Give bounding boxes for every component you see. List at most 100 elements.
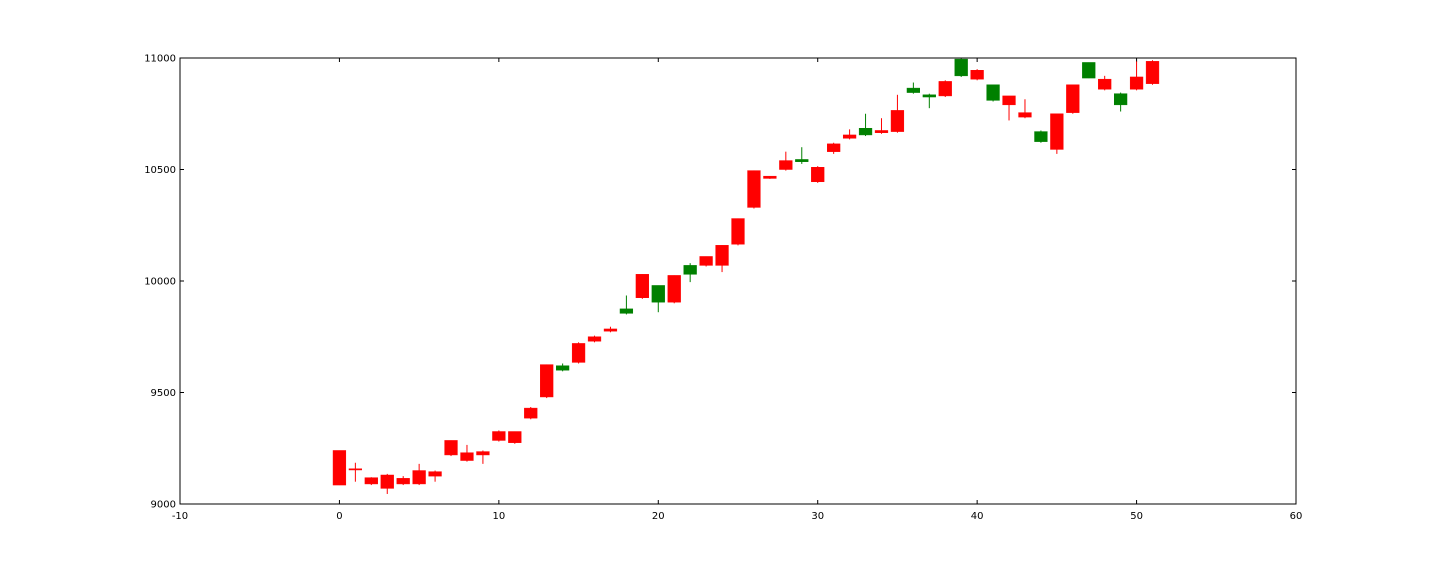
candle-body-down [683, 265, 697, 275]
candle-body-up [715, 245, 729, 266]
candle-body-up [811, 167, 825, 183]
candle [842, 129, 857, 140]
candle [683, 263, 697, 283]
candle-body-up [412, 470, 426, 485]
candle [747, 170, 761, 209]
candle [396, 476, 410, 486]
candle [428, 470, 442, 482]
candle-body-up [667, 275, 681, 303]
candle-body-up [524, 407, 538, 419]
candle [651, 285, 665, 313]
candle-body-up [508, 431, 522, 443]
y-tick-label: 10000 [144, 277, 176, 288]
candle-body-up [492, 431, 506, 441]
candle-body-up [635, 274, 649, 298]
candle [906, 82, 920, 94]
y-tick-label: 10500 [144, 165, 176, 176]
candle-body-up [1145, 61, 1160, 84]
candle-body-up [396, 478, 410, 485]
candle-body-down [1114, 93, 1128, 106]
x-tick-label: 50 [1130, 511, 1143, 522]
candles [332, 58, 1160, 494]
candle-body-up [1129, 76, 1144, 90]
candle-body-up [731, 218, 745, 245]
candle-body-up [1098, 78, 1112, 90]
candle [1066, 84, 1080, 114]
tick-labels: -10 0 10 20 30 40 50 60 9000 9500 10000 10500 11000 [144, 54, 1302, 523]
candle-body-up [1002, 95, 1016, 106]
candle [619, 295, 634, 315]
candle [412, 463, 426, 486]
candle-body-up [747, 170, 761, 208]
candle-body-up [587, 336, 602, 342]
candle [348, 462, 362, 482]
candle-body-up [476, 451, 490, 456]
candle [1002, 95, 1016, 121]
candle [571, 342, 586, 364]
candle-body-down [795, 159, 809, 162]
candle [922, 93, 936, 109]
candle [444, 440, 458, 457]
candle-body-up [938, 81, 952, 97]
x-tick-label: 30 [811, 511, 824, 522]
candle [1018, 99, 1032, 119]
candle [938, 80, 952, 98]
candle [540, 364, 554, 399]
y-tick-label: 9000 [151, 500, 176, 511]
candle [603, 326, 618, 333]
candle [1145, 60, 1160, 85]
candle-body-up [348, 468, 362, 471]
candle [508, 431, 522, 444]
x-tick-label: 0 [336, 511, 342, 522]
candle [970, 69, 984, 81]
y-tick-label: 11000 [144, 54, 176, 65]
candle [476, 450, 490, 464]
candle [364, 477, 378, 486]
candle-body-down [906, 87, 920, 93]
candle-body-down [954, 58, 968, 77]
candle-body-up [460, 452, 474, 461]
x-tick-label: 40 [971, 511, 984, 522]
candle-body-up [603, 328, 618, 332]
candle [811, 166, 825, 183]
candle [524, 406, 538, 420]
candle-body-up [970, 70, 984, 80]
candle [460, 444, 474, 462]
candle [1129, 61, 1144, 91]
candle-body-up [827, 143, 841, 152]
candle [492, 430, 506, 442]
candle [715, 245, 729, 273]
candle [1114, 92, 1128, 112]
candle-body-down [986, 84, 1000, 101]
candle [1050, 113, 1064, 154]
candle-body-up [842, 134, 857, 139]
candle-body-up [890, 110, 905, 132]
candle-body-down [1082, 62, 1096, 79]
candle [731, 218, 745, 246]
x-tick-label: 60 [1290, 511, 1303, 522]
candle-body-down [651, 285, 665, 303]
candle [667, 275, 681, 304]
candle-body-up [1050, 113, 1064, 150]
candle [890, 94, 905, 133]
candle [587, 335, 602, 343]
candle [874, 118, 889, 134]
candle [795, 147, 809, 164]
candle-body-down [1034, 131, 1048, 142]
candle [827, 142, 841, 154]
candle-body-down [922, 94, 936, 98]
candle [986, 84, 1000, 102]
candle-body-up [364, 477, 378, 485]
candle-body-up [540, 364, 554, 398]
candle-body-up [1066, 84, 1080, 113]
candle [1034, 130, 1048, 143]
candle-body-up [699, 256, 713, 266]
x-tick-label: 20 [652, 511, 665, 522]
candle-body-up [332, 450, 347, 486]
candle [635, 274, 649, 299]
candle-body-down [858, 127, 873, 136]
candle-body-up [380, 474, 394, 489]
candle [699, 256, 713, 267]
plot-area-frame [179, 57, 1297, 505]
